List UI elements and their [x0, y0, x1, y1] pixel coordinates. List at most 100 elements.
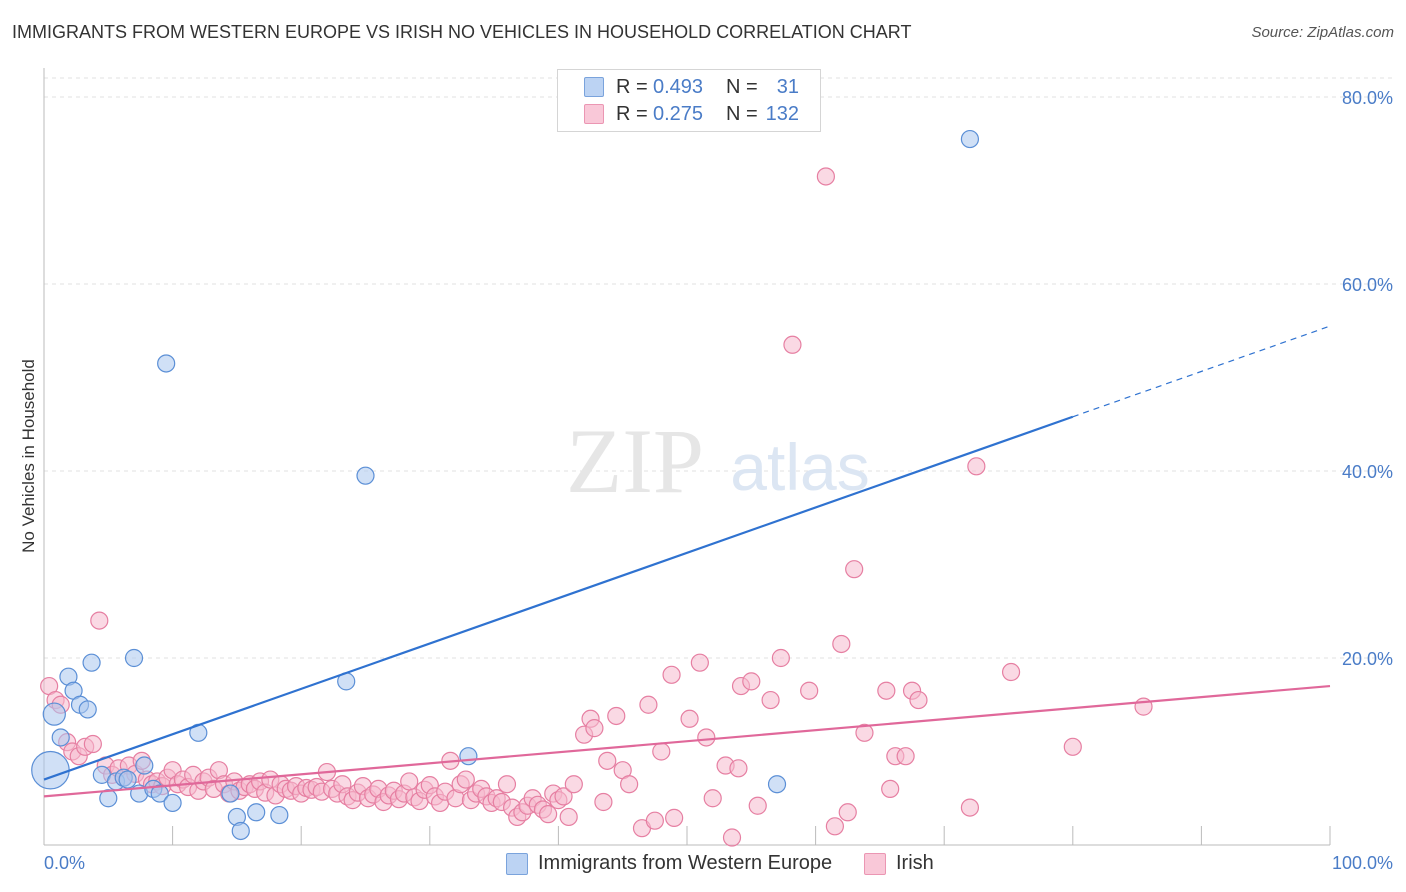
series-western-europe-points: [31, 129, 980, 841]
y-axis-label: No Vehicles in Household: [19, 359, 38, 553]
legend-swatch-blue: [506, 853, 528, 875]
irish-point: [967, 457, 986, 476]
legend-r-value: 0.275: [653, 103, 704, 125]
irish-point: [742, 672, 761, 691]
western-europe-point: [960, 129, 980, 149]
irish-point: [497, 775, 517, 794]
chart-title: IMMIGRANTS FROM WESTERN EUROPE VS IRISH …: [12, 22, 912, 42]
irish-point: [722, 828, 742, 847]
western-europe-point: [231, 821, 250, 841]
western-europe-point: [767, 775, 787, 794]
western-europe-point: [124, 648, 144, 668]
legend-n-value: 31: [776, 76, 799, 98]
irish-point: [585, 719, 604, 738]
irish-point: [680, 709, 699, 728]
irish-point: [748, 796, 767, 815]
x-tick-label-min: 0.0%: [44, 853, 85, 873]
western-europe-point: [51, 728, 70, 747]
western-europe-point: [270, 805, 289, 825]
western-europe-point: [135, 756, 154, 775]
legend-swatch-pink: [864, 853, 886, 875]
irish-point: [1063, 737, 1082, 756]
legend-label-western-europe: Immigrants from Western Europe: [538, 852, 833, 874]
western-europe-point: [99, 789, 118, 808]
western-europe-point: [82, 653, 101, 672]
series-irish-points: [40, 167, 1153, 847]
western-europe-point: [157, 354, 176, 373]
irish-point: [690, 653, 709, 672]
western-europe-point: [459, 747, 478, 766]
irish-point: [594, 792, 613, 812]
legend-r-value: 0.493: [653, 76, 704, 98]
irish-point: [639, 695, 658, 714]
western-europe-point: [356, 466, 375, 485]
legend-n-value: 132: [765, 103, 799, 125]
watermark: ZIP atlas: [566, 410, 870, 512]
legend-row-irish: R = 0.275 N = 132: [558, 101, 820, 127]
western-europe-point: [118, 770, 137, 789]
x-tick-label-max: 100.0%: [1332, 853, 1393, 873]
stats-legend: R = 0.493 N = 31 R = 0.275 N = 132: [557, 69, 821, 132]
irish-point: [598, 751, 617, 770]
irish-point: [665, 808, 684, 827]
tick-labels: 20.0% 40.0% 60.0% 80.0% 0.0% 100.0%: [44, 88, 1393, 873]
western-europe-point: [221, 784, 240, 803]
irish-point: [83, 734, 102, 754]
irish-point: [783, 335, 802, 354]
y-tick-label: 40.0%: [1342, 462, 1393, 482]
irish-point: [877, 681, 896, 700]
irish-point: [909, 690, 928, 710]
irish-point: [703, 789, 722, 808]
western-europe-point: [42, 702, 66, 726]
irish-point: [456, 770, 475, 789]
irish-point: [652, 742, 671, 761]
irish-point: [771, 648, 790, 668]
irish-point: [1001, 662, 1021, 682]
watermark-zip: ZIP: [566, 410, 704, 512]
irish-point: [559, 807, 578, 827]
legend-swatch-pink: [584, 104, 604, 124]
irish-point: [697, 728, 716, 747]
irish-point: [845, 560, 864, 579]
irish-point: [645, 811, 664, 830]
irish-point: [816, 167, 835, 186]
irish-point: [564, 775, 583, 794]
irish-point: [832, 634, 851, 654]
irish-point: [729, 759, 748, 778]
western-europe-point: [78, 700, 97, 719]
source-label: Source: ZipAtlas.com: [1251, 24, 1394, 41]
trendline-western-europe: [43, 415, 1074, 781]
irish-point: [896, 747, 915, 766]
watermark-atlas: atlas: [730, 430, 869, 504]
irish-point: [90, 611, 109, 630]
trendline-irish: [43, 684, 1331, 798]
trendlines: [43, 325, 1331, 798]
irish-point: [607, 706, 626, 726]
legend-row-western-europe: R = 0.493 N = 31: [558, 74, 820, 100]
western-europe-point: [247, 803, 266, 822]
western-europe-point: [150, 784, 169, 803]
western-europe-point: [31, 750, 70, 790]
irish-point: [400, 772, 419, 791]
legend-r-label: R =: [616, 76, 648, 98]
legend-swatch-blue: [584, 77, 604, 97]
irish-point: [539, 805, 558, 824]
legend-n-label: N =: [726, 76, 758, 98]
irish-point: [800, 681, 819, 700]
irish-point: [838, 803, 857, 822]
y-tick-label: 60.0%: [1342, 275, 1393, 295]
irish-point: [620, 775, 639, 794]
gridlines: [44, 77, 1392, 659]
western-europe-point: [163, 793, 182, 813]
legend-label-irish: Irish: [896, 852, 934, 874]
y-tick-label: 20.0%: [1342, 649, 1393, 669]
irish-point: [761, 690, 780, 710]
legend-r-label: R =: [616, 103, 648, 125]
irish-point: [960, 798, 980, 817]
irish-point: [554, 787, 573, 806]
legend-n-label: N =: [726, 103, 758, 125]
trendline-western-europe-extension: [1072, 325, 1331, 418]
irish-point: [881, 779, 900, 799]
series-legend: Immigrants from Western Europe Irish: [0, 852, 1406, 878]
y-tick-label: 80.0%: [1342, 88, 1393, 108]
